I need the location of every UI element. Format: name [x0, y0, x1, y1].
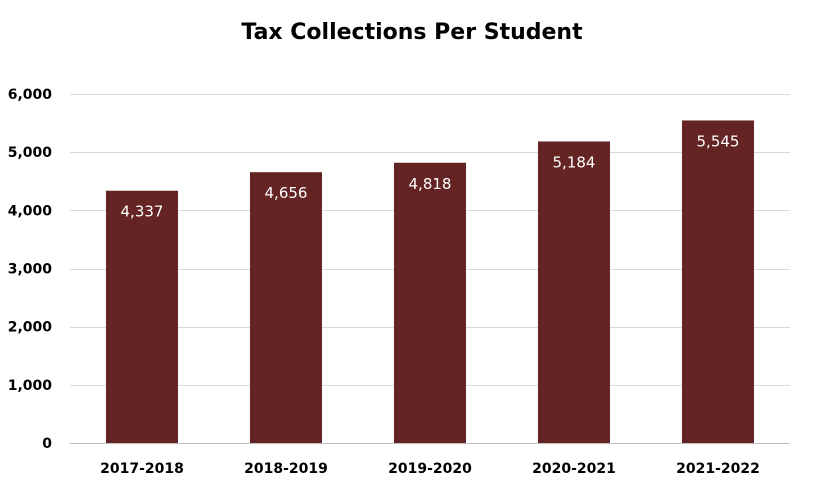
y-tick-label: 5,000	[8, 145, 53, 161]
axes: 0 1,000 2,000 3,000 4,000 5,000 6,000 2017-2018…	[8, 87, 790, 477]
bar-2020-2021	[538, 141, 610, 444]
bar-2018-2019	[250, 172, 322, 443]
y-tick-label: 0	[42, 436, 52, 452]
x-tick-label: 2019-2020	[388, 461, 472, 477]
bar-2019-2020	[394, 162, 466, 444]
x-tick-label: 2017-2018	[100, 461, 184, 477]
y-tick-label: 2,000	[8, 320, 53, 336]
data-label: 4,656	[265, 184, 308, 202]
y-tick-label: 4,000	[8, 203, 53, 219]
data-label: 4,337	[121, 203, 164, 221]
data-label: 5,545	[697, 132, 740, 150]
data-label: 4,818	[409, 175, 452, 193]
bar-2021-2022	[682, 120, 754, 444]
x-tick-label: 2018-2019	[244, 461, 328, 477]
chart-title: Tax Collections Per Student	[241, 20, 583, 45]
y-tick-label: 1,000	[8, 378, 53, 394]
bars	[106, 120, 754, 444]
y-tick-label: 6,000	[8, 87, 53, 103]
bar-2017-2018	[106, 190, 178, 443]
data-labels: 4,337 4,656 4,818 5,184 5,545	[121, 132, 740, 220]
data-label: 5,184	[553, 153, 596, 171]
y-tick-label: 3,000	[8, 262, 53, 278]
x-tick-label: 2021-2022	[676, 461, 760, 477]
x-tick-label: 2020-2021	[532, 461, 616, 477]
